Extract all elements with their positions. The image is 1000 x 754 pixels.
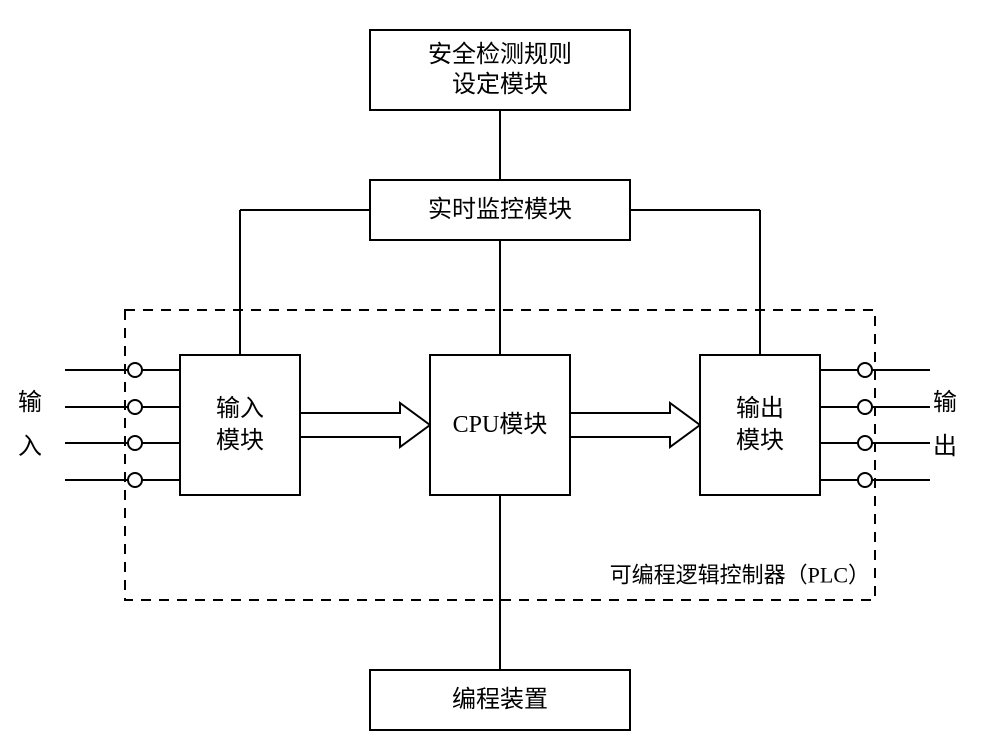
rules-label-line-0: 安全检测规则 <box>428 41 572 68</box>
left-label-line-1: 入 <box>18 434 42 460</box>
plc-frame-label: 可编程逻辑控制器（PLC） <box>610 563 870 588</box>
left-terminal-3 <box>128 473 142 487</box>
prog-label-line-0: 编程装置 <box>452 686 548 713</box>
left-label-line-0: 输 <box>18 389 42 416</box>
input-box <box>180 355 300 495</box>
right-terminal-2 <box>858 436 872 450</box>
diagram-canvas: 可编程逻辑控制器（PLC）输入输出安全检测规则设定模块实时监控模块输入模块CPU… <box>0 0 1000 754</box>
arrow-cpu-to-output <box>570 403 700 447</box>
right-terminal-3 <box>858 473 872 487</box>
right-label-line-0: 输 <box>933 389 957 416</box>
rules-label-line-1: 设定模块 <box>452 71 548 98</box>
input-label-line-1: 模块 <box>216 427 264 454</box>
left-terminal-1 <box>128 400 142 414</box>
arrow-input-to-cpu <box>300 403 430 447</box>
output-label-line-0: 输出 <box>736 395 784 422</box>
output-box <box>700 355 820 495</box>
left-terminal-2 <box>128 436 142 450</box>
cpu-label-line-0: CPU模块 <box>453 411 548 438</box>
output-label-line-1: 模块 <box>736 427 784 454</box>
monitor-label-line-0: 实时监控模块 <box>428 196 572 223</box>
right-terminal-1 <box>858 400 872 414</box>
right-terminal-0 <box>858 363 872 377</box>
input-label-line-0: 输入 <box>216 395 264 422</box>
right-label-line-1: 出 <box>933 433 957 460</box>
left-terminal-0 <box>128 363 142 377</box>
